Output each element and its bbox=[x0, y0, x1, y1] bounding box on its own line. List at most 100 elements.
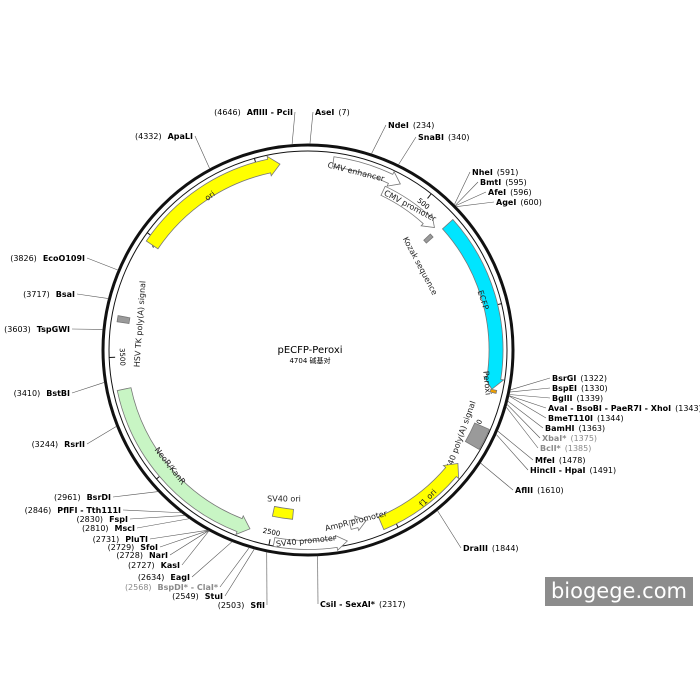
enzyme-position: (2846) bbox=[25, 506, 52, 515]
enzyme-position: (4332) bbox=[135, 132, 162, 141]
enzyme-name: MfeI bbox=[535, 456, 555, 465]
enzyme-name: ApaLI bbox=[168, 132, 193, 141]
enzyme-name: NdeI bbox=[388, 121, 409, 130]
feature-label: AmpR promoter bbox=[324, 509, 389, 533]
enzyme-name: BsrDI bbox=[87, 493, 111, 502]
site-leader bbox=[291, 111, 296, 145]
enzyme-name: BsrGI bbox=[552, 374, 576, 383]
enzyme-name: BclI* bbox=[540, 444, 562, 453]
enzyme-name: XbaI* bbox=[542, 434, 567, 443]
site-leader bbox=[453, 171, 471, 206]
site-label: (3410) BstBI bbox=[14, 389, 70, 398]
enzyme-name: BamHI bbox=[545, 424, 575, 433]
site-leader bbox=[505, 406, 539, 449]
enzyme-position: (600) bbox=[520, 198, 542, 207]
site-label: CsiI - SexAI* (2317) bbox=[320, 600, 406, 609]
site-label: (2846) PflFI - Tth111I bbox=[25, 506, 121, 515]
site-label: HincII - HpaI (1491) bbox=[530, 466, 616, 475]
site-label: NdeI (234) bbox=[388, 121, 434, 130]
enzyme-position: (1322) bbox=[580, 374, 607, 383]
enzyme-name: CsiI - SexAI* bbox=[320, 600, 376, 609]
site-label: (3826) EcoO109I bbox=[10, 254, 85, 263]
enzyme-position: (1385) bbox=[565, 444, 592, 453]
site-label: DraIII (1844) bbox=[463, 544, 519, 553]
site-label: (4646) AflIII - PciI bbox=[214, 108, 293, 117]
feature-label: Kozak sequence bbox=[401, 235, 439, 296]
site-label: BmtI (595) bbox=[480, 178, 527, 187]
tick-mark bbox=[268, 539, 271, 546]
site-label: BspEI (1330) bbox=[552, 384, 608, 393]
enzyme-position: (3603) bbox=[4, 325, 31, 334]
site-leader bbox=[437, 510, 462, 549]
enzyme-name: HincII - HpaI bbox=[530, 466, 586, 475]
site-leader bbox=[371, 124, 387, 155]
site-leader bbox=[129, 515, 186, 520]
map-title: pECFP-Peroxi bbox=[277, 345, 342, 356]
feature-arrow bbox=[441, 218, 505, 390]
enzyme-name: BmeT110I bbox=[548, 414, 593, 423]
site-label: BmeT110I (1344) bbox=[548, 414, 624, 423]
site-label: (2727) KasI bbox=[128, 561, 180, 570]
enzyme-position: (2568) bbox=[125, 583, 152, 592]
feature-arrow bbox=[377, 462, 460, 531]
site-leader bbox=[86, 426, 117, 445]
enzyme-name: BglII bbox=[552, 394, 573, 403]
site-label: (3244) RsrII bbox=[32, 440, 85, 449]
feature-label: Peroxi bbox=[481, 371, 492, 396]
enzyme-name: FspI bbox=[109, 515, 128, 524]
feature-label: HSV TK poly(A) signal bbox=[132, 280, 147, 367]
site-leader bbox=[509, 387, 551, 393]
feature-box bbox=[116, 315, 131, 324]
site-leader bbox=[507, 400, 544, 429]
map-length: 4704 碱基对 bbox=[289, 356, 330, 365]
enzyme-name: DraIII bbox=[463, 544, 488, 553]
tick-mark bbox=[427, 193, 432, 199]
site-label: (2961) BsrDI bbox=[54, 493, 111, 502]
enzyme-position: (2729) bbox=[108, 543, 135, 552]
enzyme-position: (1375) bbox=[570, 434, 597, 443]
enzyme-name: MscI bbox=[115, 524, 135, 533]
site-label: MfeI (1478) bbox=[535, 456, 585, 465]
enzyme-position: (2727) bbox=[128, 561, 155, 570]
site-leader bbox=[508, 395, 547, 409]
enzyme-name: AseI bbox=[315, 108, 334, 117]
feature-box bbox=[489, 388, 498, 394]
feature-arrow bbox=[380, 185, 435, 229]
enzyme-name: AgeI bbox=[496, 198, 516, 207]
site-label: BsrGI (1322) bbox=[552, 374, 607, 383]
feature-arrow bbox=[348, 515, 367, 532]
site-leader bbox=[122, 509, 182, 514]
site-label: SnaBI (340) bbox=[418, 133, 469, 142]
site-label: (3603) TspGWI bbox=[4, 325, 70, 334]
site-leader bbox=[455, 191, 487, 207]
enzyme-position: (3410) bbox=[14, 389, 41, 398]
enzyme-name: AflIII - PciI bbox=[247, 108, 293, 117]
site-label: BglII (1339) bbox=[552, 394, 603, 403]
site-leader bbox=[219, 547, 250, 588]
enzyme-position: (2503) bbox=[218, 601, 245, 610]
enzyme-position: (340) bbox=[448, 133, 470, 142]
site-label: BamHI (1363) bbox=[545, 424, 605, 433]
site-label: (3717) BsaI bbox=[23, 290, 75, 299]
enzyme-position: (1491) bbox=[590, 466, 617, 475]
enzyme-name: AflII bbox=[515, 486, 533, 495]
enzyme-position: (4646) bbox=[214, 108, 241, 117]
enzyme-name: BsaI bbox=[56, 290, 75, 299]
enzyme-name: PluTI bbox=[125, 535, 148, 544]
enzyme-position: (2728) bbox=[116, 551, 143, 560]
site-label: (2729) SfoI bbox=[108, 543, 158, 552]
site-label: XbaI* (1375) bbox=[542, 434, 597, 443]
site-leader bbox=[454, 181, 479, 206]
enzyme-position: (3826) bbox=[10, 254, 37, 263]
enzyme-position: (3717) bbox=[23, 290, 50, 299]
enzyme-name: BmtI bbox=[480, 178, 501, 187]
enzyme-name: PflFI - Tth111I bbox=[57, 506, 121, 515]
feature-arrow bbox=[145, 155, 281, 250]
site-leader bbox=[509, 394, 551, 399]
site-leader bbox=[508, 395, 547, 419]
feature-label: SV40 ori bbox=[267, 495, 301, 504]
site-leader bbox=[71, 382, 105, 394]
enzyme-name: SfoI bbox=[140, 543, 158, 552]
site-leader bbox=[194, 135, 211, 170]
